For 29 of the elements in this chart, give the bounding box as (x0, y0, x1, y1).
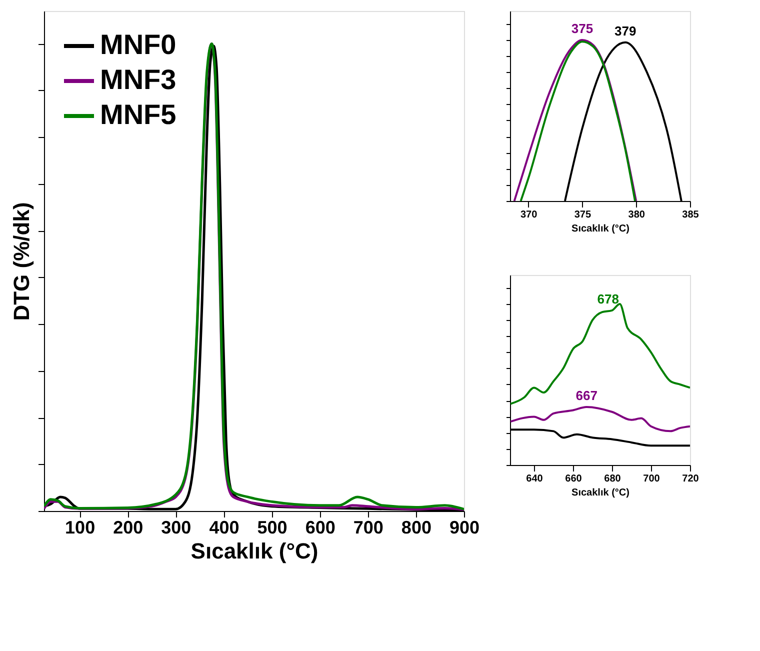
x-tick-label: 200 (113, 518, 144, 538)
annotation: 678 (597, 291, 619, 306)
x-tick-label: 680 (604, 474, 622, 484)
x-tick-label: 900 (449, 518, 480, 538)
x-tick-label: 720 (682, 474, 700, 484)
x-tick-label: 700 (643, 474, 660, 484)
x-tick-label: 380 (628, 210, 646, 220)
x-tick-label: 370 (520, 210, 538, 220)
x-tick-label: 500 (257, 518, 288, 538)
x-tick-label: 300 (161, 518, 192, 538)
x-tick-label: 385 (682, 210, 700, 220)
x-tick-label: 800 (401, 518, 432, 538)
annotation: 375 (571, 20, 594, 36)
x-axis-title: Sıcaklık (°C) (572, 224, 630, 234)
annotation: 379 (614, 23, 636, 38)
x-tick-label: 700 (353, 518, 384, 538)
y-axis-title: DTG (%/dk) (9, 202, 34, 321)
legend-label: MNF0 (100, 29, 176, 60)
annotation: 667 (576, 388, 598, 404)
x-axis-title: Sıcaklık (°C) (190, 538, 318, 564)
legend-label: MNF5 (100, 99, 176, 130)
x-tick-label: 400 (209, 518, 240, 538)
x-tick-label: 100 (65, 518, 96, 538)
x-tick-label: 640 (526, 474, 544, 484)
legend-label: MNF3 (100, 64, 176, 95)
x-tick-label: 660 (565, 474, 582, 484)
x-axis-title: Sıcaklık (°C) (572, 488, 630, 498)
x-tick-label: 600 (305, 518, 336, 538)
x-tick-label: 375 (574, 210, 592, 220)
